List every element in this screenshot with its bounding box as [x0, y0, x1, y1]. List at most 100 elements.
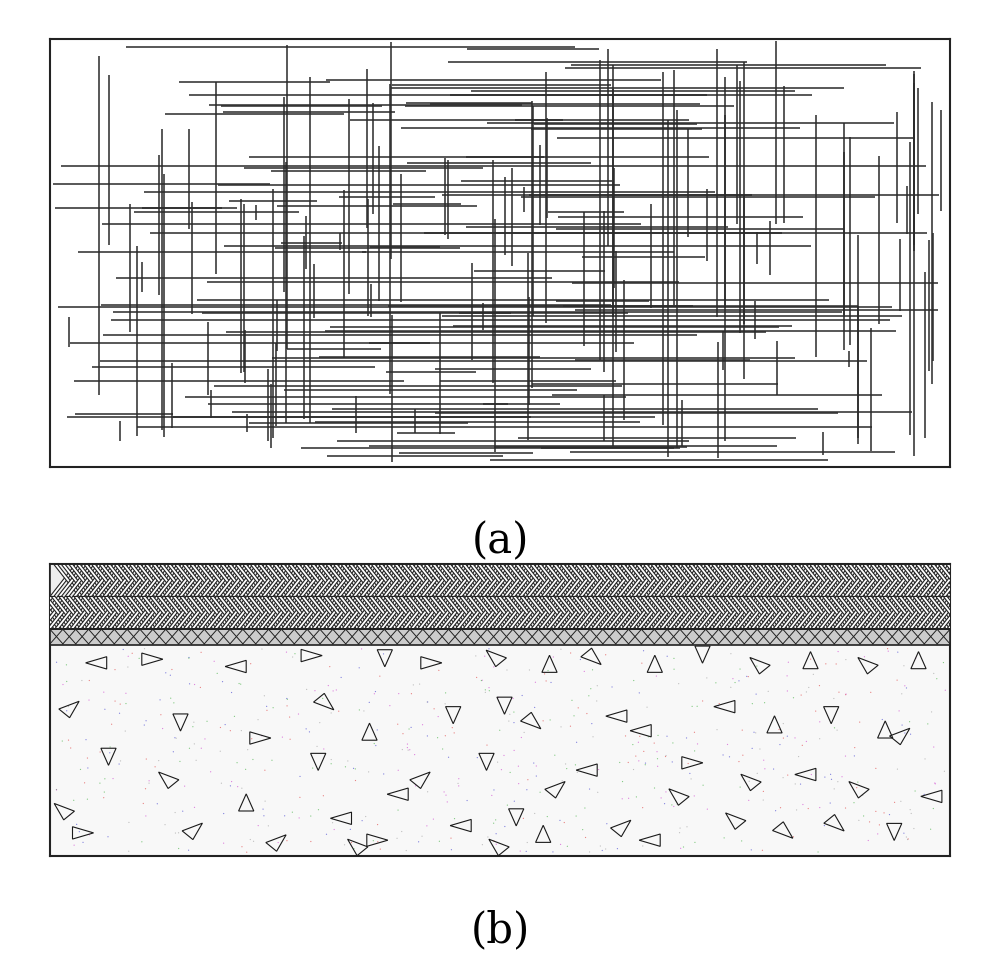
Polygon shape [708, 564, 737, 596]
Point [92, 775, 108, 791]
Point [890, 644, 906, 660]
Polygon shape [577, 596, 606, 629]
Point [81, 692, 97, 707]
Polygon shape [85, 596, 114, 629]
Point [468, 648, 484, 664]
Polygon shape [262, 564, 291, 596]
Point [808, 703, 824, 719]
Point [347, 773, 363, 788]
Point [669, 797, 685, 812]
Point [924, 704, 940, 720]
Polygon shape [686, 596, 715, 629]
Polygon shape [448, 596, 477, 629]
Text: (a): (a) [471, 521, 529, 562]
Point [887, 795, 903, 811]
Point [896, 825, 912, 841]
Polygon shape [103, 564, 132, 596]
Point [785, 690, 801, 705]
Polygon shape [647, 564, 676, 596]
Polygon shape [863, 564, 892, 596]
Polygon shape [936, 596, 965, 629]
Polygon shape [535, 596, 564, 629]
Point [430, 708, 446, 724]
Point [71, 824, 87, 840]
Polygon shape [611, 596, 640, 629]
Point [203, 764, 219, 779]
Polygon shape [584, 596, 613, 629]
Point [760, 684, 776, 700]
Polygon shape [957, 564, 986, 596]
Point [49, 655, 65, 670]
Point [366, 736, 382, 751]
Polygon shape [932, 596, 961, 629]
Polygon shape [497, 596, 526, 629]
Polygon shape [681, 564, 710, 596]
Polygon shape [539, 596, 568, 629]
Point [711, 696, 727, 711]
Point [62, 808, 78, 823]
Point [634, 656, 650, 671]
Point [351, 660, 367, 675]
Point [727, 674, 743, 690]
Point [439, 794, 455, 810]
Polygon shape [40, 596, 69, 629]
Point [812, 800, 828, 815]
Point [791, 749, 807, 765]
Point [553, 641, 569, 657]
Point [594, 843, 610, 858]
Bar [50, 564, 950, 629]
Polygon shape [908, 564, 937, 596]
Point [856, 649, 872, 665]
Point [563, 645, 579, 661]
Polygon shape [481, 564, 510, 596]
Point [451, 771, 467, 786]
Point [621, 790, 637, 806]
Point [490, 754, 506, 770]
Point [775, 770, 791, 785]
Point [112, 697, 128, 712]
Point [149, 796, 165, 811]
Polygon shape [399, 596, 428, 629]
Polygon shape [819, 596, 848, 629]
Point [779, 668, 795, 684]
Point [309, 739, 325, 754]
Polygon shape [278, 596, 307, 629]
Polygon shape [176, 596, 205, 629]
Polygon shape [504, 564, 533, 596]
Point [801, 680, 817, 696]
Polygon shape [841, 596, 870, 629]
Polygon shape [394, 564, 423, 596]
Polygon shape [161, 596, 190, 629]
Polygon shape [579, 564, 608, 596]
Polygon shape [452, 596, 481, 629]
Polygon shape [216, 564, 245, 596]
Polygon shape [825, 564, 854, 596]
Point [333, 669, 349, 685]
Point [292, 769, 308, 784]
Point [81, 827, 97, 843]
Point [141, 773, 157, 788]
Polygon shape [751, 596, 780, 629]
Point [402, 742, 418, 758]
Polygon shape [696, 564, 725, 596]
Polygon shape [549, 564, 578, 596]
Point [285, 649, 301, 665]
Polygon shape [352, 564, 381, 596]
Point [331, 703, 347, 719]
Polygon shape [403, 596, 432, 629]
Point [96, 684, 112, 700]
Polygon shape [441, 596, 470, 629]
Polygon shape [814, 564, 843, 596]
Point [757, 761, 773, 776]
Text: (b): (b) [470, 910, 530, 952]
Polygon shape [82, 596, 110, 629]
Point [838, 652, 854, 667]
Point [315, 691, 331, 706]
Point [270, 835, 286, 850]
Polygon shape [365, 596, 394, 629]
Point [212, 720, 228, 736]
Point [520, 772, 536, 787]
Point [812, 731, 828, 746]
Polygon shape [572, 564, 601, 596]
Point [102, 739, 118, 755]
